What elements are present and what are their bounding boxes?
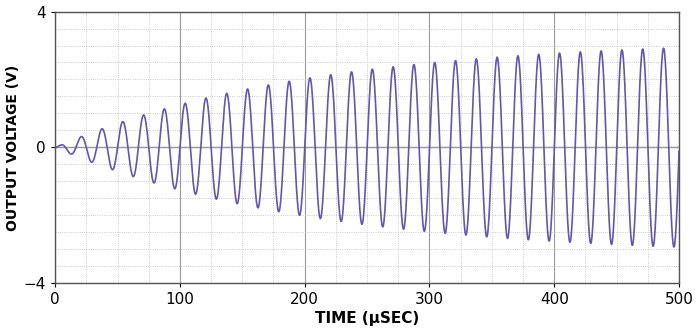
X-axis label: TIME (μSEC): TIME (μSEC) [315,311,419,326]
Y-axis label: OUTPUT VOLTAGE (V): OUTPUT VOLTAGE (V) [6,64,20,230]
